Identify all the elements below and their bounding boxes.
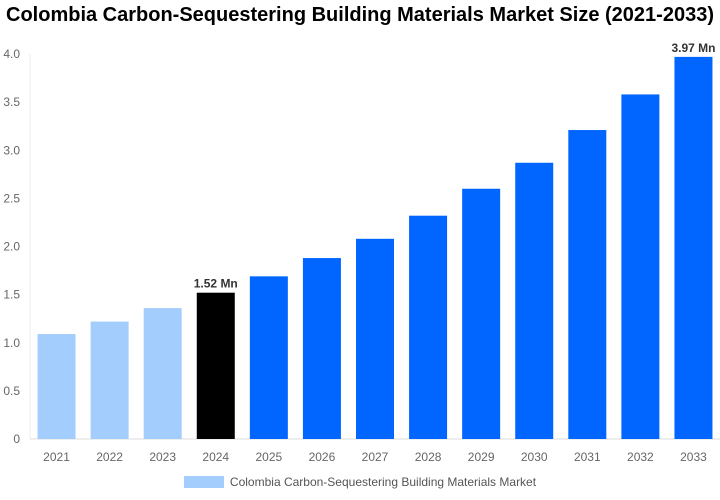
x-tick-label: 2028 (415, 450, 442, 464)
y-tick-label: 1.0 (3, 336, 20, 350)
bar-2031 (568, 130, 607, 439)
bar-2033 (674, 56, 713, 439)
data-label: 1.52 Mn (194, 277, 238, 291)
x-tick-label: 2023 (149, 450, 176, 464)
x-tick-label: 2027 (362, 450, 389, 464)
bar-2030 (515, 162, 554, 439)
data-label: 3.97 Mn (671, 41, 715, 55)
bar-2023 (143, 308, 182, 439)
bar-2024 (196, 292, 235, 439)
chart-title: Colombia Carbon-Sequestering Building Ma… (6, 4, 714, 26)
bar-2025 (249, 276, 288, 439)
y-tick-label: 3.5 (3, 95, 20, 109)
bar-2029 (462, 188, 501, 439)
bar-2026 (302, 258, 341, 439)
bar-2028 (409, 215, 448, 439)
bar-2027 (356, 238, 394, 439)
bar-2022 (90, 321, 129, 439)
x-tick-label: 2029 (468, 450, 495, 464)
x-tick-label: 2026 (309, 450, 336, 464)
y-tick-label: 2.0 (3, 240, 20, 254)
y-tick-label: 0.5 (3, 384, 20, 398)
legend-swatch (183, 476, 224, 488)
x-tick-label: 2022 (96, 450, 123, 464)
y-tick-label: 1.5 (3, 288, 20, 302)
x-tick-label: 2032 (627, 450, 654, 464)
y-tick-label: 0 (13, 432, 20, 446)
x-tick-label: 2024 (202, 450, 229, 464)
legend-label: Colombia Carbon-Sequestering Building Ma… (229, 475, 537, 489)
bar-2021 (37, 334, 76, 439)
legend[interactable]: Colombia Carbon-Sequestering Building Ma… (0, 475, 720, 489)
bar-2032 (621, 94, 660, 440)
x-tick-label: 2033 (680, 450, 707, 464)
x-tick-label: 2025 (255, 450, 282, 464)
y-tick-label: 2.5 (3, 191, 20, 205)
x-tick-label: 2030 (521, 450, 548, 464)
x-tick-label: 2021 (43, 450, 70, 464)
x-tick-label: 2031 (574, 450, 601, 464)
y-tick-label: 4.0 (3, 47, 20, 61)
y-tick-label: 3.0 (3, 143, 20, 157)
